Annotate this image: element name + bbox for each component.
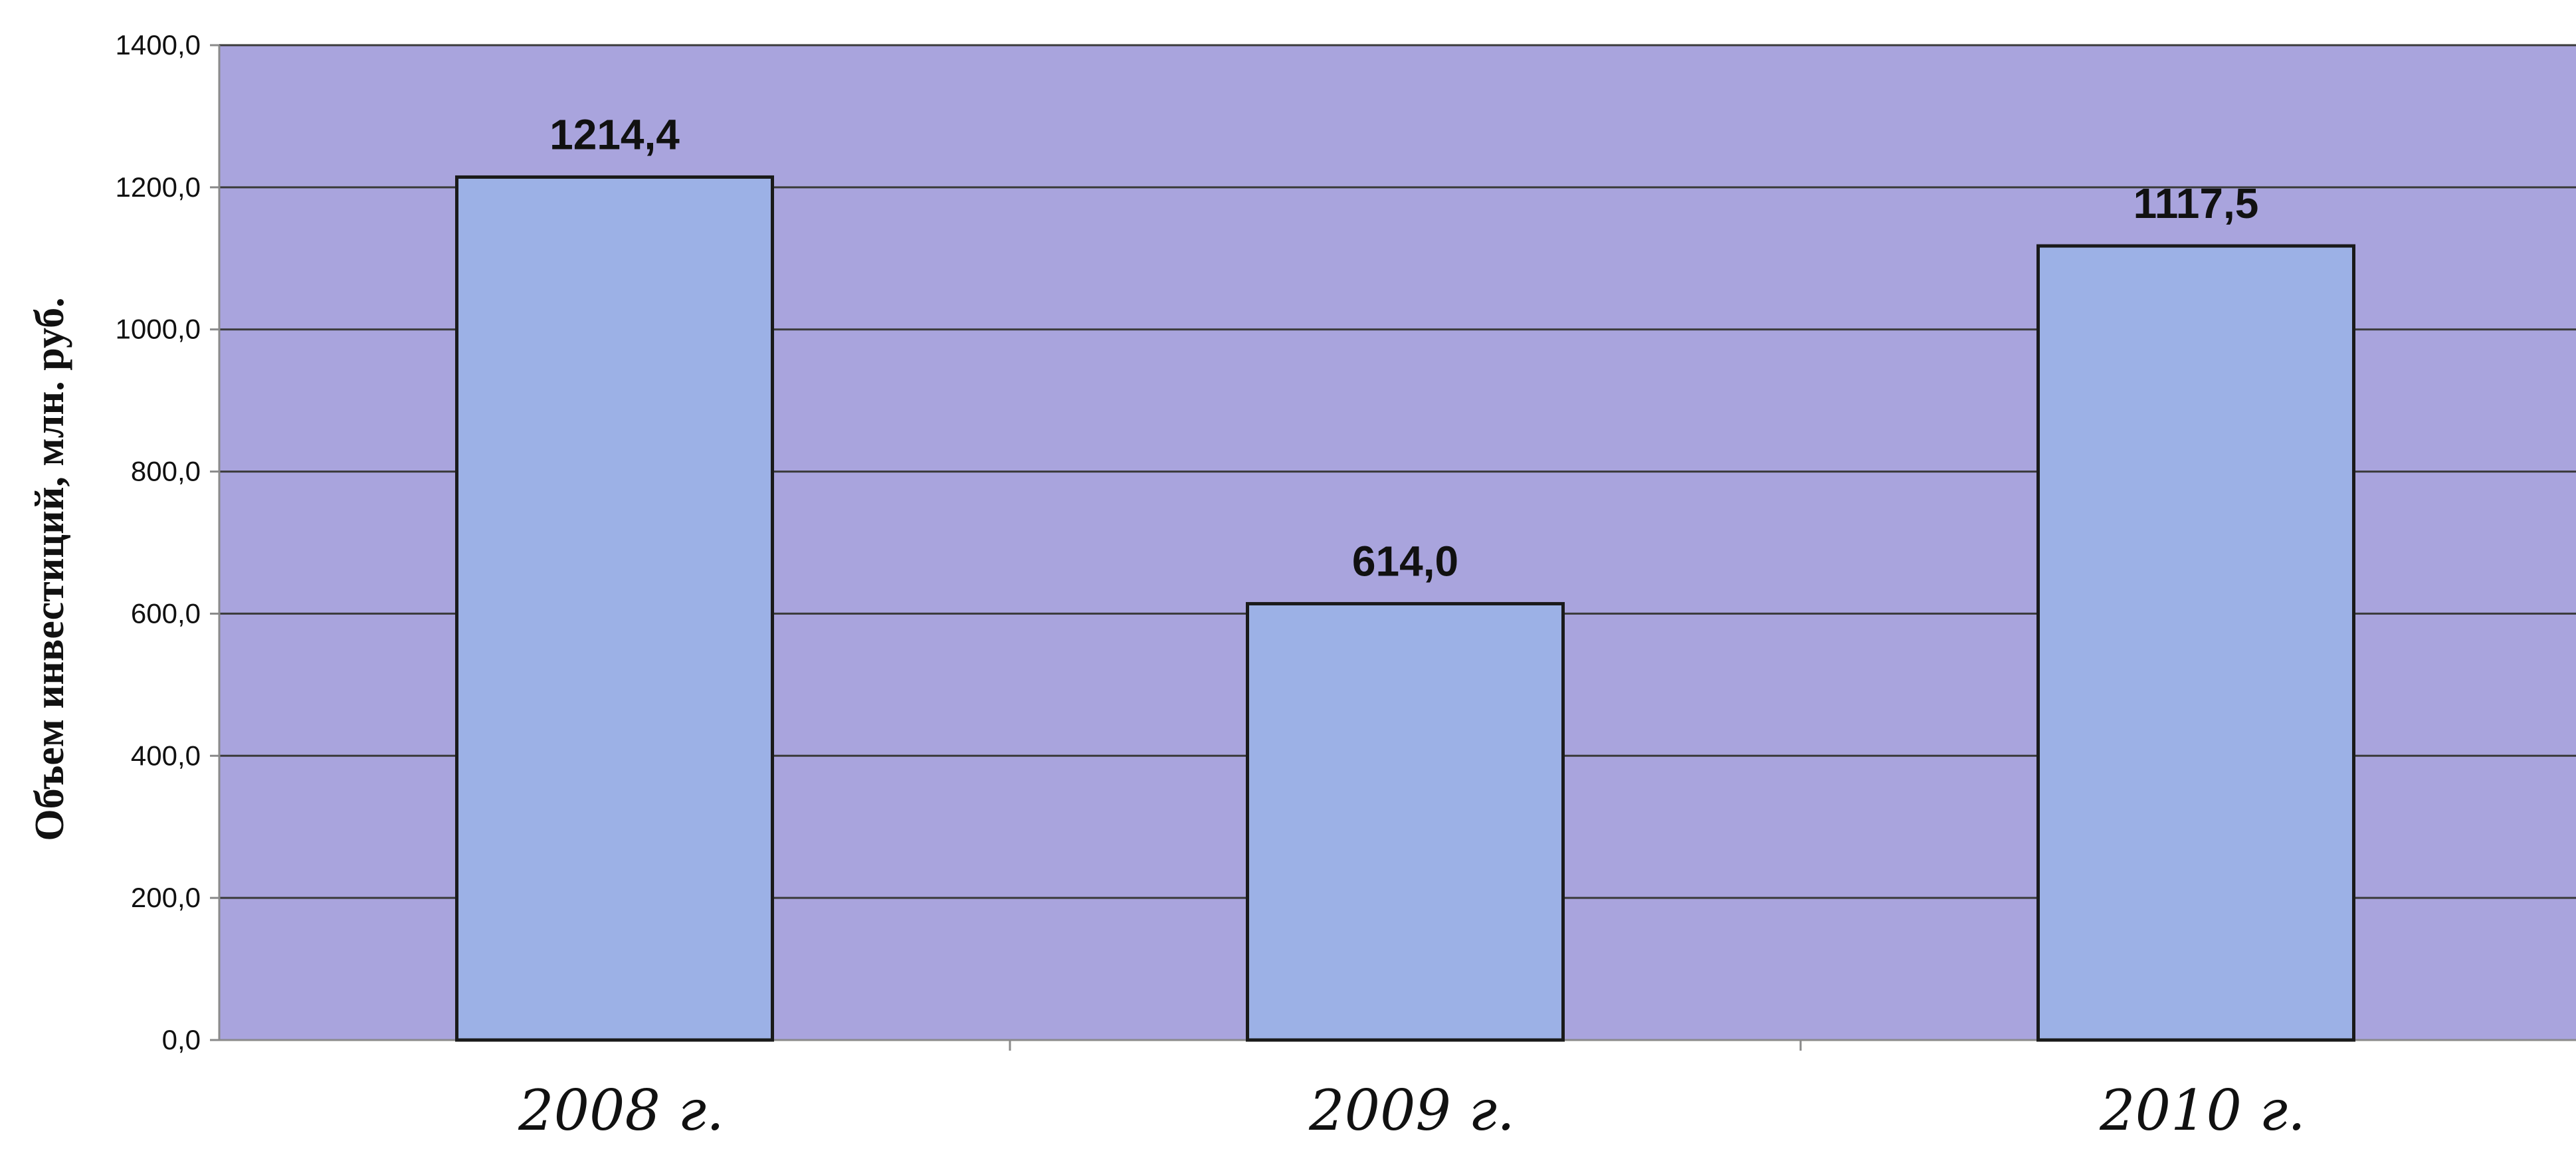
- data-labels: 1214,4 614,0 1117,5: [549, 110, 2258, 585]
- y-tick-label: 1200,0: [116, 171, 201, 203]
- y-tick-label: 600,0: [131, 597, 201, 629]
- y-tick-labels: 0,0 200,0 400,0 600,0 800,0 1000,0 1200,0 1400,…: [116, 29, 201, 1055]
- y-tick-label: 1000,0: [116, 314, 201, 345]
- y-tick-label: 800,0: [131, 456, 201, 487]
- y-tick-label: 200,0: [131, 882, 201, 913]
- x-tick-labels: 2008 г. 2009 г. 2010 г.: [518, 1078, 2306, 1143]
- data-label: 614,0: [1352, 537, 1458, 585]
- y-tick-label: 0,0: [162, 1024, 201, 1055]
- bar: [1246, 601, 1565, 1042]
- bar: [455, 175, 774, 1042]
- y-tick-label: 1400,0: [116, 29, 201, 60]
- bars: [455, 175, 2355, 1042]
- x-tick-label: 2010 г.: [2099, 1078, 2306, 1143]
- x-tick-label: 2008 г.: [518, 1078, 724, 1143]
- x-tick-label: 2009 г.: [1308, 1078, 1515, 1143]
- data-label: 1214,4: [549, 110, 680, 158]
- bar: [2036, 244, 2355, 1042]
- y-tick-label: 400,0: [131, 740, 201, 771]
- data-label: 1117,5: [2133, 179, 2259, 227]
- y-axis-title: Объем инвестиций, млн. руб.: [27, 297, 72, 841]
